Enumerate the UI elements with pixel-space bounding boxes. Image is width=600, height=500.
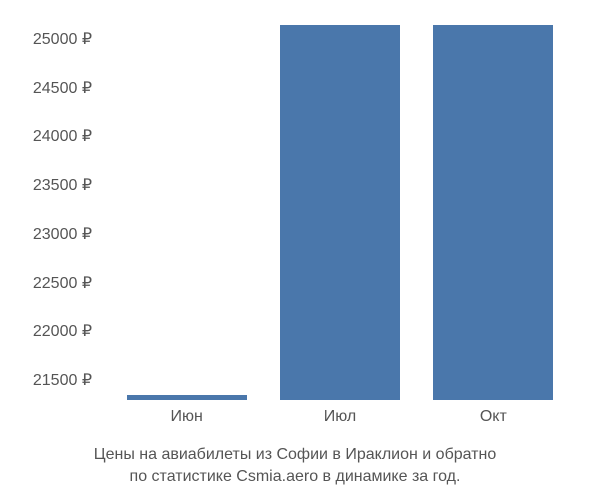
y-tick-label: 22000 ₽ xyxy=(33,321,92,341)
x-tick-label: Июн xyxy=(112,408,262,426)
caption-line-1: Цены на авиабилеты из Софии в Ираклион и… xyxy=(20,444,570,466)
bar xyxy=(127,395,247,400)
bar xyxy=(433,25,553,400)
bar-slot xyxy=(112,10,262,400)
x-tick-label: Июл xyxy=(265,408,415,426)
bar xyxy=(280,25,400,400)
caption-line-2: по статистике Csmia.aero в динамике за г… xyxy=(20,466,570,488)
y-tick-label: 23000 ₽ xyxy=(33,224,92,244)
x-tick-label: Окт xyxy=(418,408,568,426)
y-tick-label: 25000 ₽ xyxy=(33,29,92,49)
price-chart: 21500 ₽ 22000 ₽ 22500 ₽ 23000 ₽ 23500 ₽ 24000… xyxy=(0,0,600,500)
bar-slot xyxy=(265,10,415,400)
chart-caption: Цены на авиабилеты из Софии в Ираклион и… xyxy=(10,444,580,487)
y-tick-label: 23500 ₽ xyxy=(33,175,92,195)
y-tick-label: 21500 ₽ xyxy=(33,370,92,390)
y-axis: 21500 ₽ 22000 ₽ 22500 ₽ 23000 ₽ 23500 ₽ 24000… xyxy=(10,10,100,400)
plot-area: 21500 ₽ 22000 ₽ 22500 ₽ 23000 ₽ 23500 ₽ 24000… xyxy=(10,10,580,400)
bar-slot xyxy=(418,10,568,400)
bars-area xyxy=(100,10,580,400)
y-tick-label: 24500 ₽ xyxy=(33,78,92,98)
y-tick-label: 24000 ₽ xyxy=(33,126,92,146)
x-axis: ИюнИюлОкт xyxy=(100,400,580,426)
y-tick-label: 22500 ₽ xyxy=(33,273,92,293)
x-labels: ИюнИюлОкт xyxy=(110,408,570,426)
